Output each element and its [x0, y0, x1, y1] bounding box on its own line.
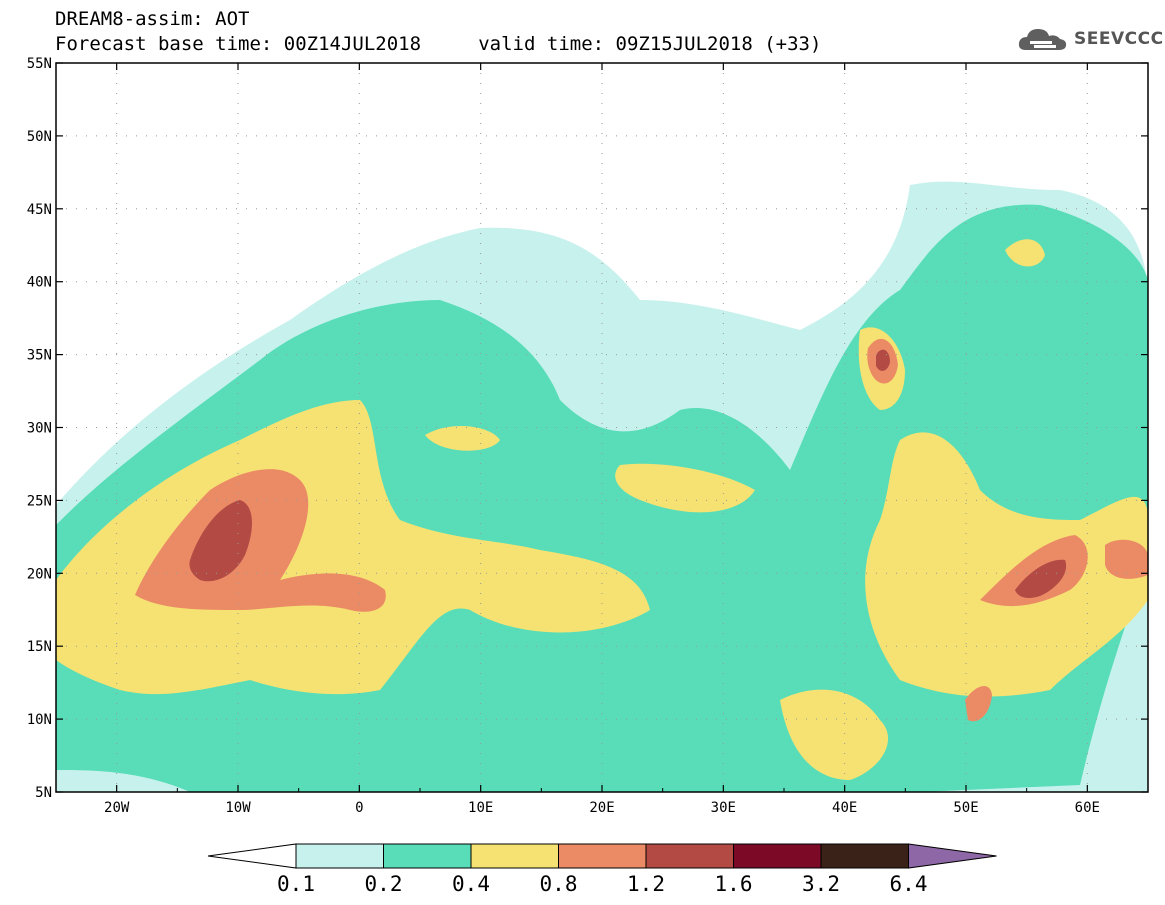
- aot-contours: [56, 181, 1148, 792]
- colorbar-over-arrow: [908, 843, 997, 869]
- lon-label: 50E: [953, 800, 978, 816]
- gridlines: [56, 63, 1148, 792]
- map-title: DREAM8-assim: AOT: [55, 8, 250, 30]
- lat-label: 45N: [27, 202, 52, 218]
- lon-label: 10E: [468, 800, 493, 816]
- colorbar-label: 1.6: [715, 872, 753, 896]
- lat-label: 55N: [27, 56, 52, 72]
- lon-label: 40E: [832, 800, 857, 816]
- colorbar-segment: [558, 843, 647, 869]
- seevccc-logo: SEEVCCC: [1016, 24, 1164, 54]
- lat-label: 15N: [27, 639, 52, 655]
- colorbar-label: 3.2: [802, 872, 840, 896]
- colorbar-label: 6.4: [890, 872, 928, 896]
- colorbar-under-arrow: [207, 843, 297, 869]
- lon-label: 10W: [225, 800, 251, 816]
- colorbar-label: 0.8: [540, 872, 578, 896]
- lon-label: 30E: [711, 800, 736, 816]
- colorbar-label: 0.4: [452, 872, 490, 896]
- logo-text: SEEVCCC: [1074, 29, 1164, 49]
- longitude-labels: 20W 10W 0 10E 20E 30E 40E 50E 60E: [104, 800, 1100, 816]
- lat-label: 10N: [27, 712, 52, 728]
- forecast-time-info: Forecast base time: 00Z14JUL2018 valid t…: [55, 33, 822, 55]
- colorbar-segment: [383, 843, 472, 869]
- contour-1.2: [189, 500, 252, 582]
- lat-label: 30N: [27, 421, 52, 437]
- contour-0.8-arabia: [980, 535, 1088, 607]
- lat-label: 40N: [27, 275, 52, 291]
- colorbar-segment: [820, 843, 909, 869]
- lat-label: 50N: [27, 129, 52, 145]
- lon-label: 20W: [104, 800, 130, 816]
- contour-0.8-oman: [1105, 539, 1148, 579]
- contour-0.4-libya: [425, 425, 500, 451]
- lat-label: 35N: [27, 348, 52, 364]
- colorbar-segment: [733, 843, 822, 869]
- colorbar-label: 0.1: [277, 872, 315, 896]
- contour-0.4-caspian: [1005, 239, 1045, 267]
- contour-0.4-egypt: [615, 463, 755, 513]
- colorbar-segment: [295, 843, 384, 869]
- lat-label: 20N: [27, 566, 52, 582]
- lon-label: 0: [355, 800, 363, 816]
- contour-0.4-horn: [780, 689, 889, 780]
- contour-0.4: [56, 400, 650, 695]
- colorbar-segment: [645, 843, 734, 869]
- contour-0.4-arabia: [865, 432, 1148, 697]
- colorbar-label: 0.2: [365, 872, 403, 896]
- colorbar-segment: [470, 843, 559, 869]
- contour-1.2-arabia: [1015, 559, 1067, 598]
- lon-label: 20E: [589, 800, 614, 816]
- lon-label: 60E: [1075, 800, 1100, 816]
- cloud-icon: [1018, 29, 1067, 50]
- lat-label: 25N: [27, 493, 52, 509]
- axis-ticks: [55, 62, 1149, 793]
- colorbar: 0.1 0.2 0.4 0.8 1.2 1.6 3.2 6.4: [207, 843, 997, 896]
- colorbar-label: 1.2: [627, 872, 665, 896]
- latitude-labels: 55N 50N 45N 40N 35N 30N 25N 20N 15N 10N 5N: [27, 56, 52, 801]
- contour-0.8-somalia: [965, 685, 992, 722]
- lat-label: 5N: [35, 785, 52, 801]
